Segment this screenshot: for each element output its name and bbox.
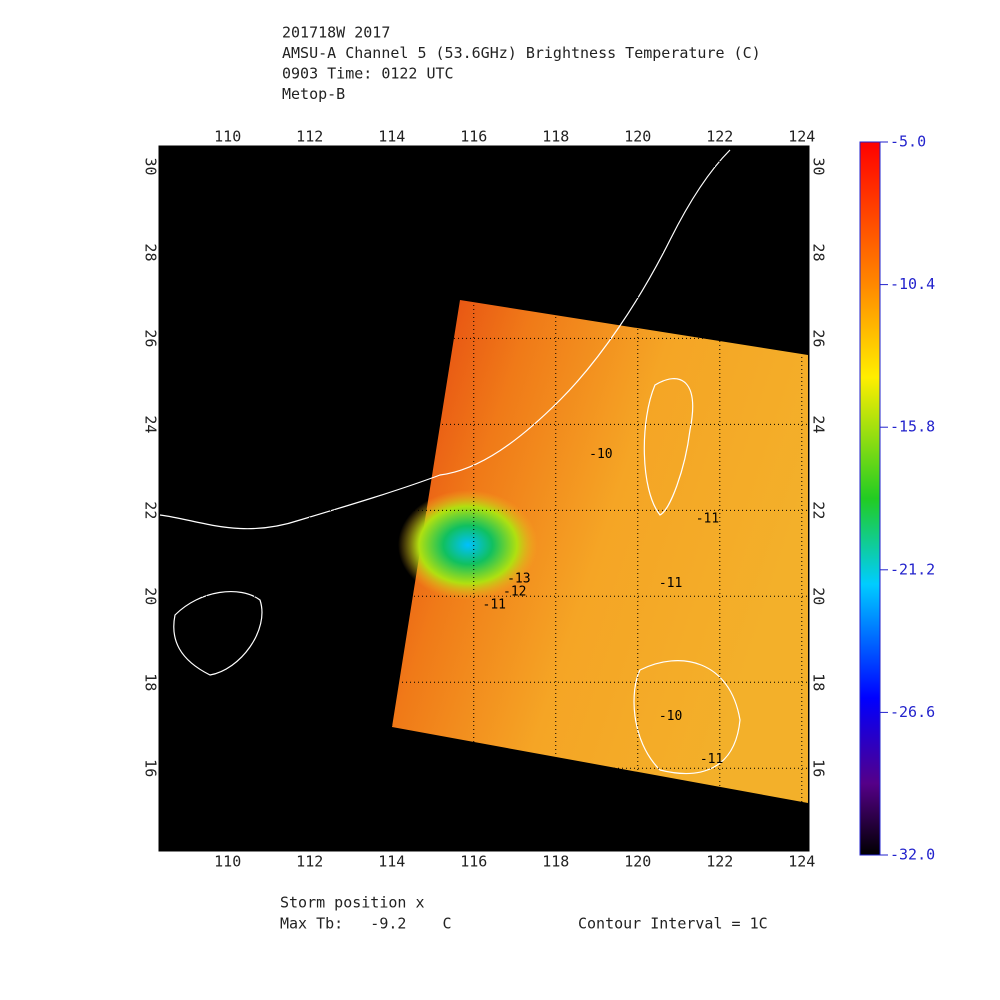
title-line: Metop-B [282,85,345,103]
colorbar-tick-label: -15.8 [890,418,935,436]
x-tick-label: 110 [214,128,241,146]
contour-label: -11 [483,597,506,612]
x-tick-label: 120 [624,853,651,871]
y-tick-label: 20 [810,587,828,605]
y-tick-label: 24 [810,415,828,433]
y-tick-label: 16 [142,759,160,777]
y-tick-label: 30 [142,157,160,175]
contour-label: -10 [589,447,612,462]
y-tick-label: 26 [810,329,828,347]
coastline [159,149,731,530]
x-tick-label: 122 [706,853,733,871]
swath [392,300,808,803]
title-line: 201718W 2017 [282,24,390,42]
x-tick-label: 114 [378,128,405,146]
x-tick-label: 118 [542,853,569,871]
contour-label: -12 [503,584,526,599]
y-tick-label: 18 [810,673,828,691]
contour-label: -11 [659,576,682,591]
x-tick-label: 124 [788,128,815,146]
colorbar-tick-label: -32.0 [890,846,935,864]
colorbar-tick-label: -5.0 [890,133,926,151]
y-tick-label: 30 [810,157,828,175]
contour-label: -13 [507,572,530,587]
storm-position: Storm position x [280,894,425,912]
map-frame [157,144,811,853]
x-tick-label: 112 [296,853,323,871]
y-tick-label: 28 [810,243,828,261]
x-tick-label: 116 [460,853,487,871]
y-tick-label: 18 [142,673,160,691]
island [643,378,694,516]
island [633,660,741,775]
y-tick-label: 22 [142,501,160,519]
x-tick-label: 118 [542,128,569,146]
contour-label: -10 [659,709,682,724]
x-tick-label: 120 [624,128,651,146]
colorbar-tick-label: -26.6 [890,703,935,721]
y-tick-label: 28 [142,243,160,261]
contour-interval: Contour Interval = 1C [578,915,768,933]
x-tick-label: 122 [706,128,733,146]
x-tick-label: 116 [460,128,487,146]
max-tb: Max Tb: -9.2 C [280,915,452,933]
contour-label: -11 [700,752,723,767]
x-tick-label: 114 [378,853,405,871]
x-tick-label: 112 [296,128,323,146]
title-line: AMSU-A Channel 5 (53.6GHz) Brightness Te… [282,44,761,62]
title-line: 0903 Time: 0122 UTC [282,65,454,83]
x-tick-label: 124 [788,853,815,871]
y-tick-label: 16 [810,759,828,777]
y-tick-label: 24 [142,415,160,433]
x-tick-label: 110 [214,853,241,871]
colorbar-tick-label: -10.4 [890,275,935,293]
y-tick-label: 20 [142,587,160,605]
colorbar-tick-label: -21.2 [890,560,935,578]
colorbar [859,141,881,856]
island [173,590,263,676]
storm-core [398,490,538,600]
y-tick-label: 26 [142,329,160,347]
contour-label: -11 [696,511,719,526]
y-tick-label: 22 [810,501,828,519]
